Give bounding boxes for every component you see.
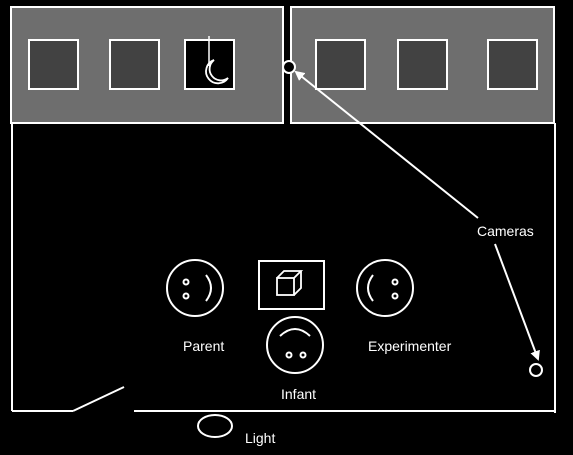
camera-top-circle-camera-icon: [282, 60, 296, 74]
table-with-object: [258, 260, 325, 310]
monitor-2: [109, 39, 160, 90]
infant-label: Infant: [281, 386, 316, 402]
monitor-4: [315, 39, 366, 90]
door: [72, 386, 125, 412]
light-label: Light: [245, 430, 275, 446]
camera-corner-circle-camera-icon: [529, 363, 543, 377]
arrow-to-corner-camera: [494, 243, 540, 361]
cube-icon: [276, 270, 304, 296]
arrow-to-top-camera: [294, 70, 479, 219]
experimenter-label: Experimenter: [368, 338, 452, 354]
monitor-1: [28, 39, 79, 90]
infant-face-icon: [266, 316, 324, 374]
room-walls: [11, 123, 556, 413]
monitor-6: [487, 39, 538, 90]
monitor-3-with-stimulus: [184, 36, 235, 90]
parent-face-icon: [166, 259, 224, 317]
parent-label: Parent: [183, 338, 224, 354]
crescent-moon-icon: [205, 59, 229, 85]
experimenter-face-icon: [356, 259, 414, 317]
monitor-5: [397, 39, 448, 90]
cameras-label: Cameras: [477, 223, 534, 239]
light-oval-lamp-icon: [197, 414, 233, 438]
